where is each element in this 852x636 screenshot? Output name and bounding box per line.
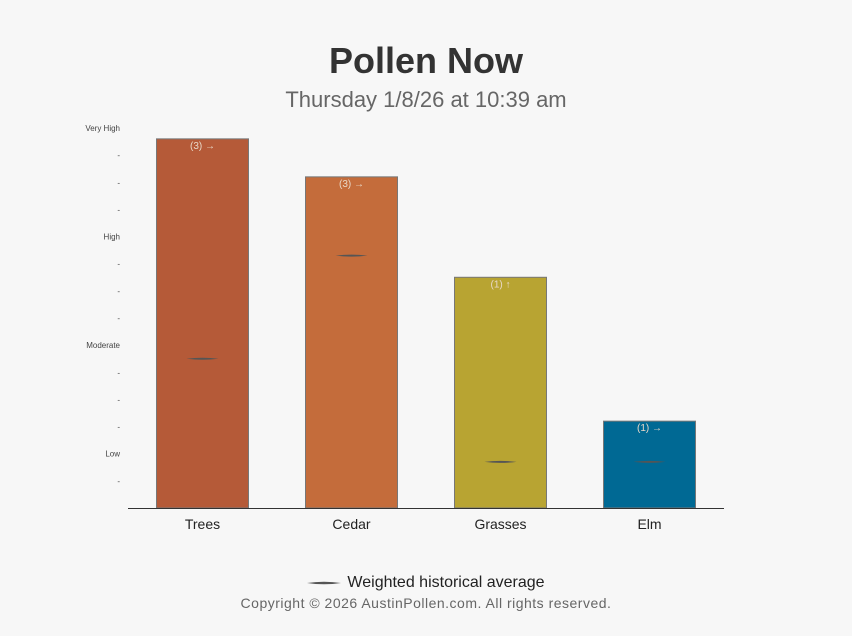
chart-title: Pollen Now: [328, 40, 523, 81]
historical-average-marker: [186, 357, 219, 360]
y-tick-label: -: [117, 178, 120, 187]
copyright-text: Copyright © 2026 AustinPollen.com. All r…: [240, 595, 612, 611]
x-tick-label: Grasses: [474, 516, 526, 532]
y-tick-label: -: [117, 314, 120, 323]
y-tick-label: -: [117, 395, 120, 404]
x-tick-label: Elm: [637, 516, 661, 532]
x-tick-label: Cedar: [332, 516, 370, 532]
y-tick-label: Low: [105, 450, 120, 459]
y-tick-label: -: [117, 368, 120, 377]
pollen-bar-chart: - Low - - - Moderate - - - High - - - Very High (3) → T…: [85, 124, 724, 532]
chart-legend: Weighted historical average: [0, 574, 852, 592]
x-tick-label: Trees: [185, 516, 220, 532]
bar-value-label: (3) →: [190, 141, 215, 152]
historical-average-swatch-icon: [307, 581, 342, 585]
y-tick-label: -: [117, 260, 120, 269]
chart-subtitle: Thursday 1/8/26 at 10:39 am: [285, 87, 567, 112]
bar-trees: [156, 138, 249, 509]
y-tick-label: -: [117, 205, 120, 214]
y-tick-label: Moderate: [86, 341, 120, 350]
historical-average-marker: [633, 460, 666, 463]
bar-value-label: (1) ↑: [491, 279, 511, 290]
y-tick-label: -: [117, 151, 120, 160]
bar-value-label: (1) →: [637, 423, 662, 434]
y-tick-label: Very High: [85, 124, 120, 133]
bar-elm: [603, 420, 696, 509]
historical-average-marker: [484, 460, 517, 463]
bar-grasses: [454, 276, 547, 509]
y-tick-label: High: [104, 233, 120, 242]
y-tick-label: -: [117, 423, 120, 432]
y-tick-label: -: [117, 287, 120, 296]
legend-label: Weighted historical average: [347, 574, 545, 591]
bar-cedar: [305, 176, 398, 509]
historical-average-marker: [335, 254, 368, 257]
bar-value-label: (3) →: [339, 179, 364, 190]
y-tick-label: -: [117, 477, 120, 486]
